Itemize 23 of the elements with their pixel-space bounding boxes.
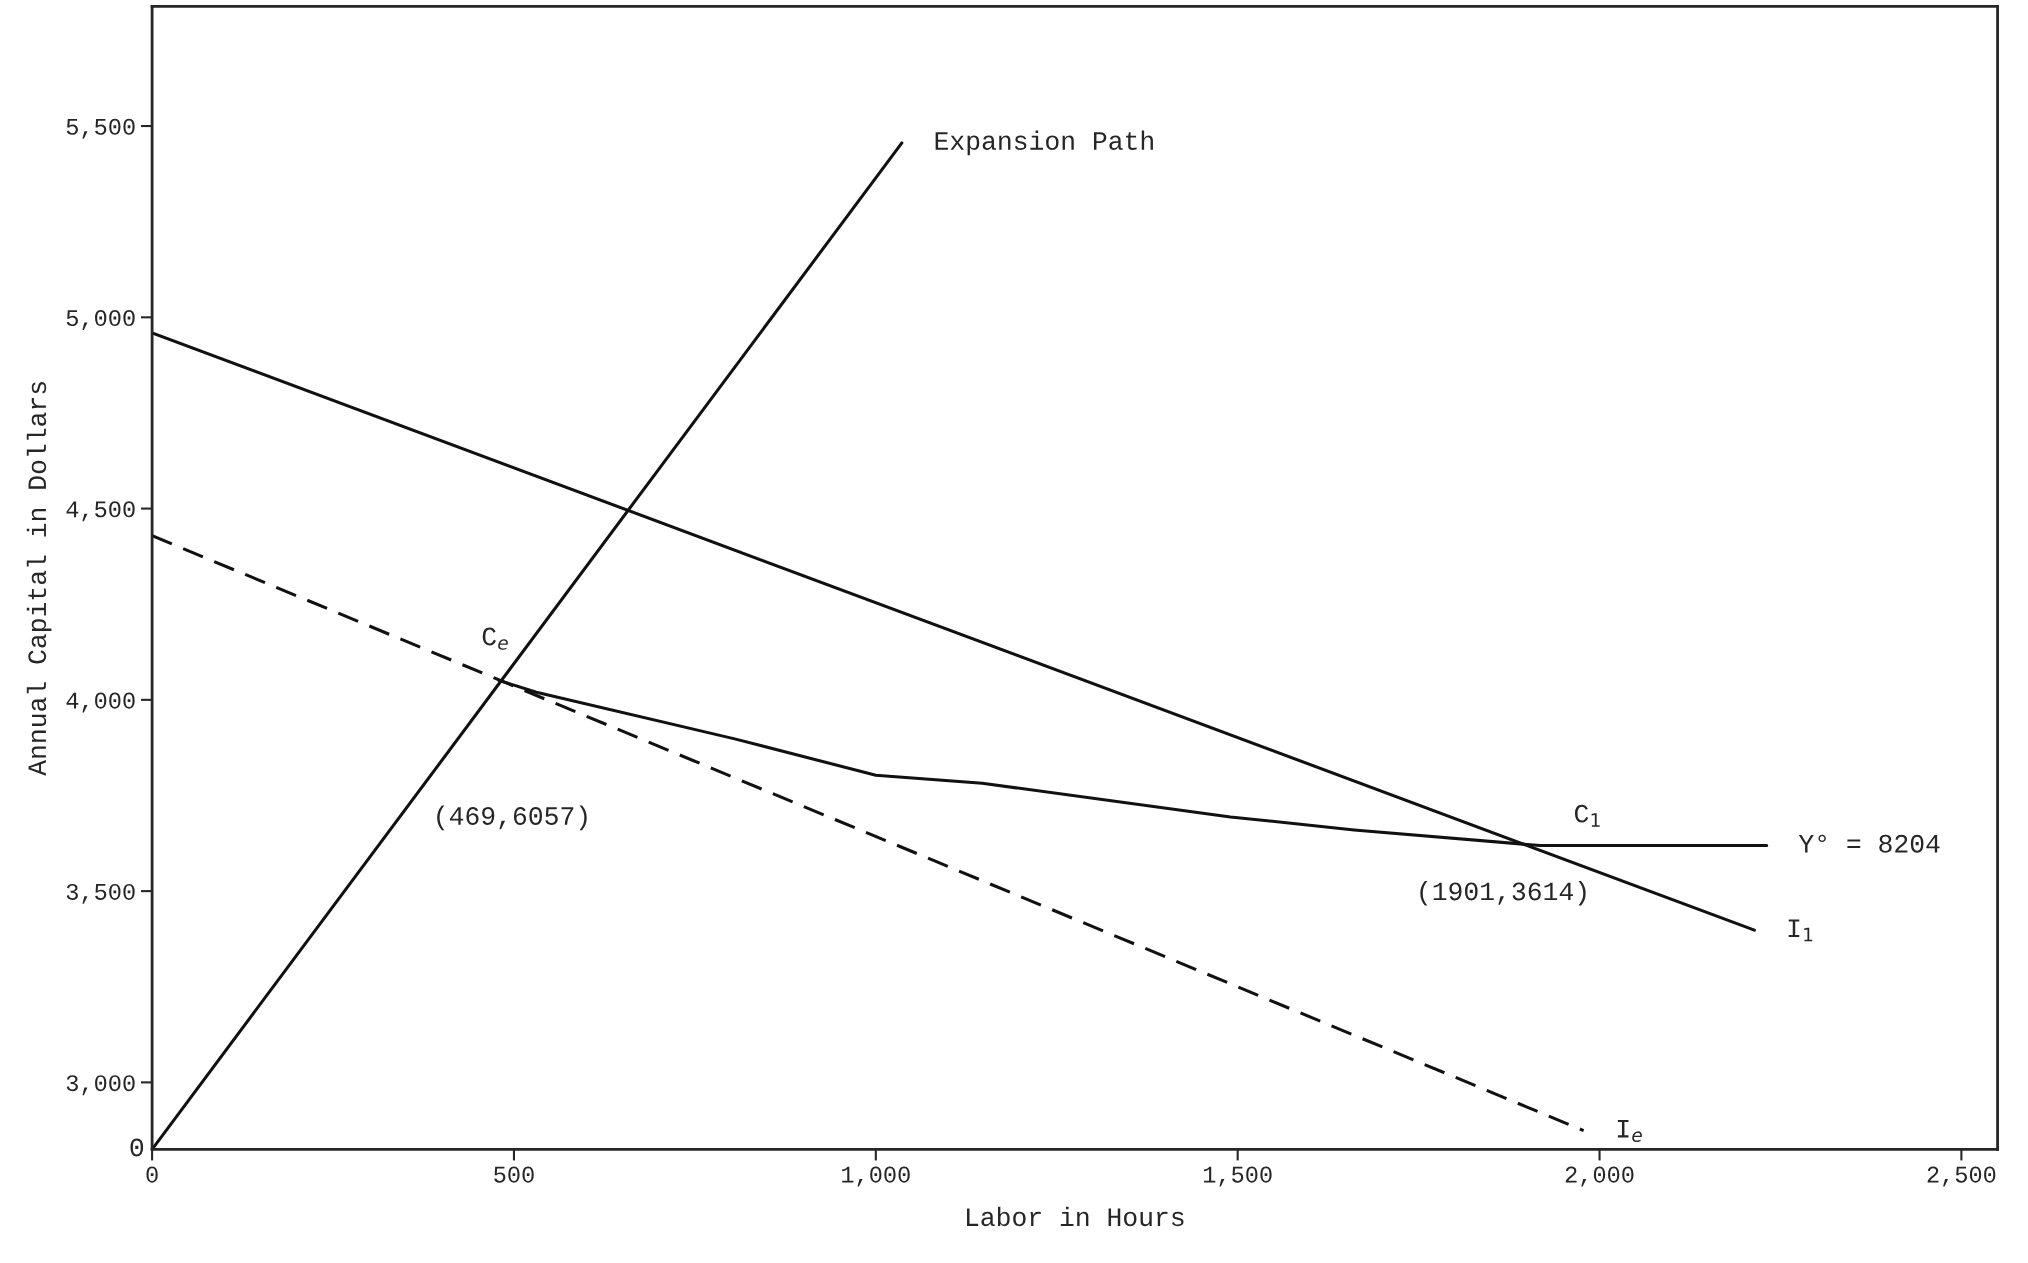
y-tick-label: 3,500: [66, 883, 135, 904]
x-tick-label: 1,000: [842, 1166, 910, 1187]
y-tick-label: 5,000: [66, 310, 135, 331]
x-tick-label: 0: [146, 1166, 158, 1183]
y-tick-label: 4,000: [66, 692, 135, 713]
y-tick-label: 5,500: [66, 118, 135, 139]
series-label: I$_{1}$: [1788, 919, 1813, 942]
x-tick-label: 2,500: [1927, 1166, 1996, 1187]
x-axis-title: Labor in Hours: [967, 1206, 1184, 1227]
y-axis-title: Annual Capital in Dollars: [26, 382, 52, 776]
x-tick-label: 2,000: [1565, 1166, 1634, 1187]
x-tick-label: 500: [494, 1166, 534, 1183]
series-label: I$_{e}$: [1617, 1119, 1642, 1142]
series-label: Expansion Path: [935, 130, 1153, 156]
y-tick-label: 4,500: [66, 501, 135, 522]
x-tick-label: 1,500: [1203, 1166, 1272, 1187]
annotation: C$_{e}$: [482, 627, 508, 650]
annotation: (1901,3614): [1420, 880, 1586, 906]
annotation: (469,6057): [437, 805, 587, 831]
annotation: C$_{1}$: [1574, 804, 1600, 827]
y-tick-label: 3,000: [66, 1075, 135, 1096]
text: 0: [130, 1138, 144, 1157]
series-label: Y° = 8204: [1798, 834, 1940, 853]
